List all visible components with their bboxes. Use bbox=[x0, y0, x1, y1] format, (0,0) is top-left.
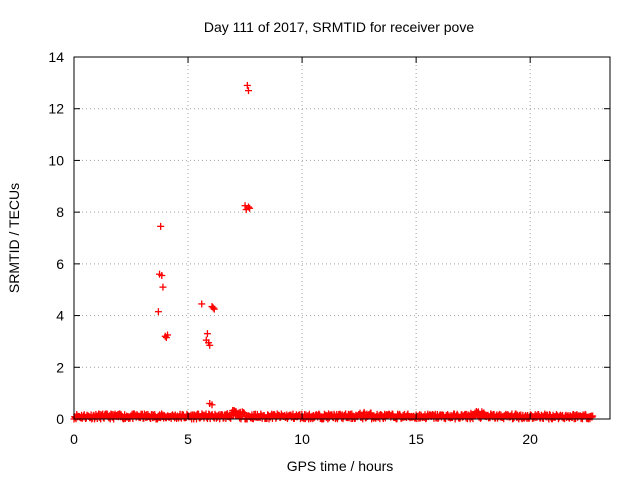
data-point bbox=[246, 204, 254, 212]
data-point bbox=[241, 202, 249, 210]
baseline-point bbox=[589, 412, 597, 420]
y-tick-label: 6 bbox=[56, 256, 64, 272]
tick-labels: 0 2 4 6 8 10 12 14 0 5 10 15 20 bbox=[48, 49, 538, 447]
data-point bbox=[200, 411, 208, 419]
y-tick-label: 12 bbox=[48, 101, 64, 117]
baseline-point bbox=[367, 409, 375, 417]
data-point bbox=[243, 81, 251, 89]
data-point bbox=[203, 330, 211, 338]
chart-title: Day 111 of 2017, SRMTID for receiver pov… bbox=[204, 19, 474, 35]
data-point bbox=[210, 305, 218, 313]
data-point bbox=[159, 283, 167, 291]
y-tick-label: 14 bbox=[48, 49, 64, 65]
x-axis-label: GPS time / hours bbox=[287, 458, 394, 474]
data-point bbox=[244, 203, 252, 211]
data-point bbox=[158, 271, 166, 279]
data-point bbox=[209, 304, 217, 312]
y-axis-label: SRMTID / TECUs bbox=[6, 183, 22, 293]
grid-lines bbox=[74, 57, 610, 419]
plot-frame bbox=[73, 56, 611, 420]
baseline-point bbox=[227, 414, 235, 422]
baseline-point bbox=[476, 414, 484, 422]
data-point bbox=[244, 87, 252, 95]
data-point bbox=[208, 401, 216, 409]
axis-ticks bbox=[73, 56, 610, 420]
x-tick-label: 0 bbox=[70, 431, 78, 447]
data-point bbox=[157, 414, 165, 422]
data-point bbox=[157, 222, 165, 230]
x-tick-label: 5 bbox=[184, 431, 192, 447]
y-tick-label: 4 bbox=[56, 308, 64, 324]
data-point bbox=[198, 300, 206, 308]
y-tick-label: 8 bbox=[56, 204, 64, 220]
y-tick-label: 0 bbox=[56, 411, 64, 427]
y-tick-label: 2 bbox=[56, 359, 64, 375]
x-tick-label: 15 bbox=[408, 431, 424, 447]
data-points bbox=[70, 81, 597, 423]
data-point bbox=[162, 334, 170, 342]
x-tick-label: 10 bbox=[294, 431, 310, 447]
x-tick-label: 20 bbox=[522, 431, 538, 447]
data-point bbox=[154, 308, 162, 316]
data-point bbox=[206, 341, 214, 349]
baseline-point bbox=[588, 413, 596, 421]
y-tick-label: 10 bbox=[48, 152, 64, 168]
